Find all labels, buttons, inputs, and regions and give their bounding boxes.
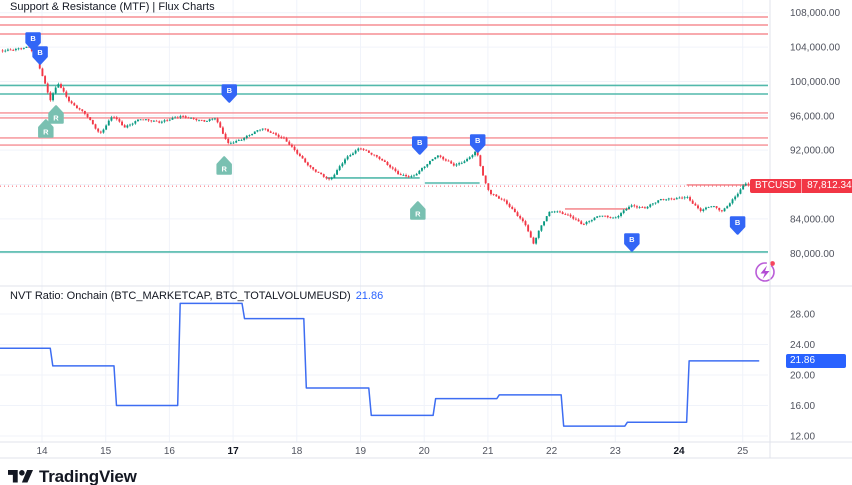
- svg-text:B: B: [629, 235, 635, 244]
- time-tick-label: 24: [673, 446, 685, 457]
- tradingview-logo[interactable]: TradingView: [8, 467, 137, 485]
- svg-text:B: B: [30, 34, 36, 43]
- time-tick-label: 25: [737, 446, 749, 457]
- retest-signal-badge: R: [48, 105, 64, 124]
- price-tag-value: 87,812.34: [807, 180, 852, 192]
- tradingview-logo-icon: [8, 470, 33, 483]
- buy-signal-badge: B: [624, 233, 640, 252]
- main-indicator-legend[interactable]: Support & Resistance (MTF) | Flux Charts: [10, 1, 215, 13]
- price-tick-label: 108,000.00: [790, 8, 840, 19]
- nvt-tick-label: 28.00: [790, 310, 815, 321]
- time-tick-label: 18: [291, 446, 303, 457]
- svg-text:B: B: [735, 218, 741, 227]
- nvt-value-tag: 21.86: [786, 353, 846, 368]
- price-tick-label: 96,000.00: [790, 111, 835, 122]
- retest-signal-badge: R: [410, 201, 426, 220]
- price-tick-label: 104,000.00: [790, 43, 840, 54]
- time-tick-label: 20: [419, 446, 431, 457]
- nvt-tick-label: 12.00: [790, 432, 815, 443]
- pane-borders: [0, 0, 852, 459]
- svg-text:R: R: [221, 164, 227, 173]
- nvt-series: [0, 302, 760, 427]
- price-axis[interactable]: 108,000.00 104,000.00 100,000.00 96,000.00 9…: [790, 8, 840, 442]
- time-tick-label: 14: [36, 446, 48, 457]
- buy-signal-badge: B: [25, 32, 41, 51]
- nvt-tick-label: 20.00: [790, 371, 815, 382]
- price-tick-label: 80,000.00: [790, 249, 835, 260]
- retest-signal-badge: R: [38, 119, 54, 138]
- nvt-tick-label: 24.00: [790, 340, 815, 351]
- time-tick-label: 17: [228, 446, 240, 457]
- flux-charts-logo: [755, 261, 775, 282]
- time-tick-label: 23: [610, 446, 622, 457]
- nvt-legend-title: NVT Ratio: Onchain (BTC_MARKETCAP, BTC_T…: [10, 290, 351, 302]
- time-tick-label: 19: [355, 446, 367, 457]
- time-tick-label: 22: [546, 446, 558, 457]
- time-tick-label: 15: [100, 446, 112, 457]
- svg-text:B: B: [227, 86, 233, 95]
- price-tag-divider: [801, 179, 803, 194]
- tradingview-logo-text: TradingView: [39, 467, 137, 485]
- buy-signal-badge: B: [221, 84, 238, 103]
- nvt-tick-label: 16.00: [790, 401, 815, 412]
- price-tick-label: 92,000.00: [790, 146, 835, 157]
- nvt-indicator-legend[interactable]: NVT Ratio: Onchain (BTC_MARKETCAP, BTC_T…: [10, 290, 383, 302]
- buy-signal-badge: B: [411, 136, 428, 155]
- support-resistance-layer: [0, 16, 768, 253]
- svg-text:R: R: [53, 113, 59, 122]
- time-tick-label: 16: [164, 446, 176, 457]
- last-price-tag: BTCUSD 87,812.34: [750, 179, 852, 194]
- time-axis[interactable]: 14 15 16 17 18 19 20 21 22 23 24 25: [36, 446, 748, 457]
- grid-layer: [0, 0, 768, 442]
- nvt-legend-value: 21.86: [355, 290, 384, 302]
- buy-signal-badge: B: [32, 46, 48, 65]
- price-tick-label: 84,000.00: [790, 214, 835, 225]
- price-tag-symbol: BTCUSD: [755, 180, 797, 192]
- buy-signal-badge: B: [469, 134, 486, 153]
- retest-signal-badge: R: [216, 156, 232, 175]
- svg-text:B: B: [475, 136, 481, 145]
- time-tick-label: 21: [482, 446, 494, 457]
- svg-text:R: R: [43, 127, 49, 136]
- svg-text:R: R: [415, 209, 421, 218]
- svg-text:B: B: [417, 138, 423, 147]
- price-tick-label: 100,000.00: [790, 77, 840, 88]
- buy-signal-badge: B: [729, 216, 746, 235]
- svg-text:B: B: [37, 48, 43, 57]
